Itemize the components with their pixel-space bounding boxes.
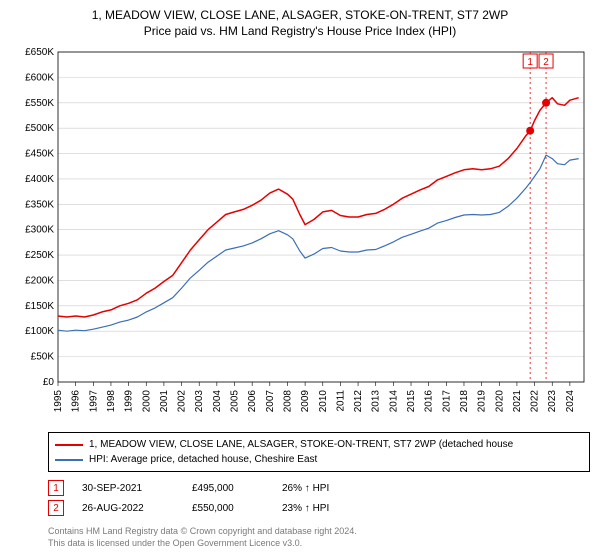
svg-text:2011: 2011 [335,390,346,412]
sale-date-2: 26-AUG-2022 [82,503,192,514]
svg-text:£100K: £100K [25,326,54,337]
svg-text:£200K: £200K [25,275,54,286]
legend-swatch-hpi [55,459,83,461]
sale-pct-1: 26% ↑ HPI [282,483,392,494]
svg-text:2005: 2005 [230,390,241,413]
sale-price-1: £495,000 [192,483,282,494]
legend-label-subject: 1, MEADOW VIEW, CLOSE LANE, ALSAGER, STO… [89,437,513,452]
svg-text:2007: 2007 [265,390,276,413]
svg-text:2020: 2020 [494,390,505,413]
svg-text:2015: 2015 [406,390,417,413]
svg-text:2000: 2000 [141,390,152,413]
sale-row-2: 2 26-AUG-2022 £550,000 23% ↑ HPI [48,498,590,518]
svg-text:2024: 2024 [565,390,576,413]
svg-text:2018: 2018 [459,390,470,413]
sale-marker-2: 2 [48,500,64,516]
chart-container: 1, MEADOW VIEW, CLOSE LANE, ALSAGER, STO… [0,0,600,549]
svg-text:2: 2 [543,57,549,68]
svg-text:1999: 1999 [124,390,135,413]
legend-item-hpi: HPI: Average price, detached house, Ches… [55,452,583,467]
sale-pct-2: 23% ↑ HPI [282,503,392,514]
svg-text:2003: 2003 [194,390,205,413]
svg-text:2004: 2004 [212,390,223,413]
legend-swatch-subject [55,444,83,446]
svg-text:£0: £0 [43,377,55,388]
sale-date-1: 30-SEP-2021 [82,483,192,494]
svg-text:2009: 2009 [300,390,311,413]
svg-text:1996: 1996 [71,390,82,413]
sales-table: 1 30-SEP-2021 £495,000 26% ↑ HPI 2 26-AU… [48,478,590,518]
sale-price-2: £550,000 [192,503,282,514]
svg-text:2013: 2013 [371,390,382,413]
title-block: 1, MEADOW VIEW, CLOSE LANE, ALSAGER, STO… [0,0,600,42]
svg-text:2012: 2012 [353,390,364,413]
svg-text:£600K: £600K [25,72,54,83]
svg-text:2002: 2002 [177,390,188,413]
svg-text:2010: 2010 [318,390,329,413]
svg-text:1998: 1998 [106,390,117,413]
svg-text:2023: 2023 [547,390,558,413]
legend-item-subject: 1, MEADOW VIEW, CLOSE LANE, ALSAGER, STO… [55,437,583,452]
chart-area: £0 £50K £100K £150K £200K £250K £300K £350K £400… [10,46,590,426]
sale-row-1: 1 30-SEP-2021 £495,000 26% ↑ HPI [48,478,590,498]
svg-text:2016: 2016 [424,390,435,413]
svg-text:£50K: £50K [31,352,55,363]
svg-text:£150K: £150K [25,301,54,312]
svg-text:£250K: £250K [25,250,54,261]
legend-label-hpi: HPI: Average price, detached house, Ches… [89,452,317,467]
svg-text:2021: 2021 [512,390,523,413]
svg-text:1997: 1997 [88,390,99,413]
footer-line1: Contains HM Land Registry data © Crown c… [48,526,590,538]
svg-text:2006: 2006 [247,390,258,413]
title-line1: 1, MEADOW VIEW, CLOSE LANE, ALSAGER, STO… [10,8,590,22]
svg-text:£650K: £650K [25,47,54,58]
svg-text:2019: 2019 [477,390,488,413]
title-line2: Price paid vs. HM Land Registry's House … [10,24,590,38]
svg-text:£400K: £400K [25,174,54,185]
legend: 1, MEADOW VIEW, CLOSE LANE, ALSAGER, STO… [48,432,590,472]
svg-text:2001: 2001 [159,390,170,413]
footer-line2: This data is licensed under the Open Gov… [48,538,590,550]
svg-text:2014: 2014 [388,390,399,413]
svg-text:£550K: £550K [25,98,54,109]
sale-marker-1: 1 [48,480,64,496]
svg-text:2017: 2017 [441,390,452,413]
svg-text:£350K: £350K [25,199,54,210]
svg-text:2022: 2022 [530,390,541,413]
footer: Contains HM Land Registry data © Crown c… [48,526,590,549]
svg-text:1: 1 [527,57,533,68]
svg-text:1995: 1995 [53,390,64,413]
line-chart: £0 £50K £100K £150K £200K £250K £300K £350K £400… [10,46,590,426]
svg-text:£450K: £450K [25,149,54,160]
svg-text:£300K: £300K [25,225,54,236]
svg-text:£500K: £500K [25,123,54,134]
svg-text:2008: 2008 [282,390,293,413]
